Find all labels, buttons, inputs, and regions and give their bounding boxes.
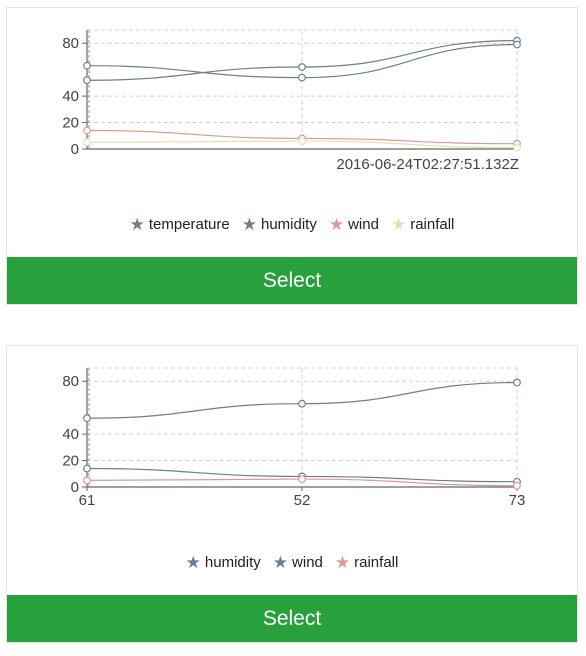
data-point-rainfall <box>513 143 521 152</box>
data-point-temperature <box>298 63 306 71</box>
x-tick-label: 2016-06-24T02:27:51.132Z <box>336 156 519 173</box>
y-tick-label: 40 <box>62 88 79 105</box>
legend-label: rainfall <box>354 554 399 571</box>
data-point-humidity <box>513 378 521 387</box>
data-point-temperature <box>83 76 91 85</box>
data-point-humidity <box>83 61 91 70</box>
legend-label: temperature <box>148 216 230 233</box>
legend-label: wind <box>292 554 323 571</box>
legend-item-wind[interactable]: ★ wind <box>329 216 379 233</box>
select-button-2[interactable]: Select <box>7 595 577 642</box>
chart-2-legend: ★ humidity ★ wind ★ rainfall <box>7 554 577 571</box>
y-tick-label: 80 <box>62 35 79 52</box>
data-point-rainfall <box>83 138 91 147</box>
legend-item-humidity[interactable]: ★ humidity <box>242 216 317 233</box>
legend-label: humidity <box>260 216 317 233</box>
x-tick-label: 73 <box>509 492 526 509</box>
data-point-wind <box>83 126 91 135</box>
data-point-humidity <box>298 73 306 82</box>
y-tick-label: 0 <box>71 479 79 496</box>
chart-1: 0 20 40 80 2016-06-24T02:27:51.132Z <box>62 29 521 173</box>
y-tick-label: 80 <box>62 373 79 390</box>
legend-item-rainfall[interactable]: ★ rainfall <box>391 216 454 233</box>
select-button-1[interactable]: Select <box>7 257 577 304</box>
legend-item-humidity[interactable]: ★ humidity <box>186 554 261 571</box>
legend-item-rainfall[interactable]: ★ rainfall <box>335 554 398 571</box>
y-tick-label: 40 <box>62 426 79 443</box>
data-point-humidity <box>83 414 91 423</box>
star-icon: ★ <box>390 215 407 234</box>
legend-item-wind[interactable]: ★ wind <box>273 554 323 571</box>
x-tick-label: 52 <box>294 492 311 509</box>
data-point-rainfall <box>83 476 91 485</box>
data-point-rainfall <box>513 481 521 490</box>
star-icon: ★ <box>241 215 257 234</box>
data-point-wind <box>83 464 91 473</box>
legend-label: humidity <box>204 554 261 571</box>
legend-label: wind <box>348 216 379 233</box>
y-tick-label: 20 <box>62 115 79 132</box>
data-point-humidity <box>513 40 521 49</box>
chart-2: 0 20 40 80 61 52 73 <box>62 367 526 509</box>
star-icon: ★ <box>334 553 351 572</box>
x-tick-label: 61 <box>79 492 96 509</box>
star-icon: ★ <box>185 553 201 572</box>
star-icon: ★ <box>272 553 289 572</box>
star-icon: ★ <box>328 215 345 234</box>
chart-card-2: 0 20 40 80 61 52 73 ★ humidity ★ wind ★ rainfall Se… <box>6 345 578 643</box>
chart-1-legend: ★ temperature ★ humidity ★ wind ★ rainfall <box>7 216 577 233</box>
star-icon: ★ <box>129 215 145 234</box>
y-tick-label: 20 <box>62 453 79 470</box>
y-tick-label: 0 <box>71 141 79 158</box>
chart-card-1: 0 20 40 80 2016-06-24T02:27:51.132Z ★ tempera… <box>6 7 578 305</box>
legend-label: rainfall <box>410 216 455 233</box>
data-point-rainfall <box>298 475 306 483</box>
legend-item-temperature[interactable]: ★ temperature <box>130 216 230 233</box>
data-point-humidity <box>298 399 306 408</box>
data-point-rainfall <box>298 137 306 145</box>
